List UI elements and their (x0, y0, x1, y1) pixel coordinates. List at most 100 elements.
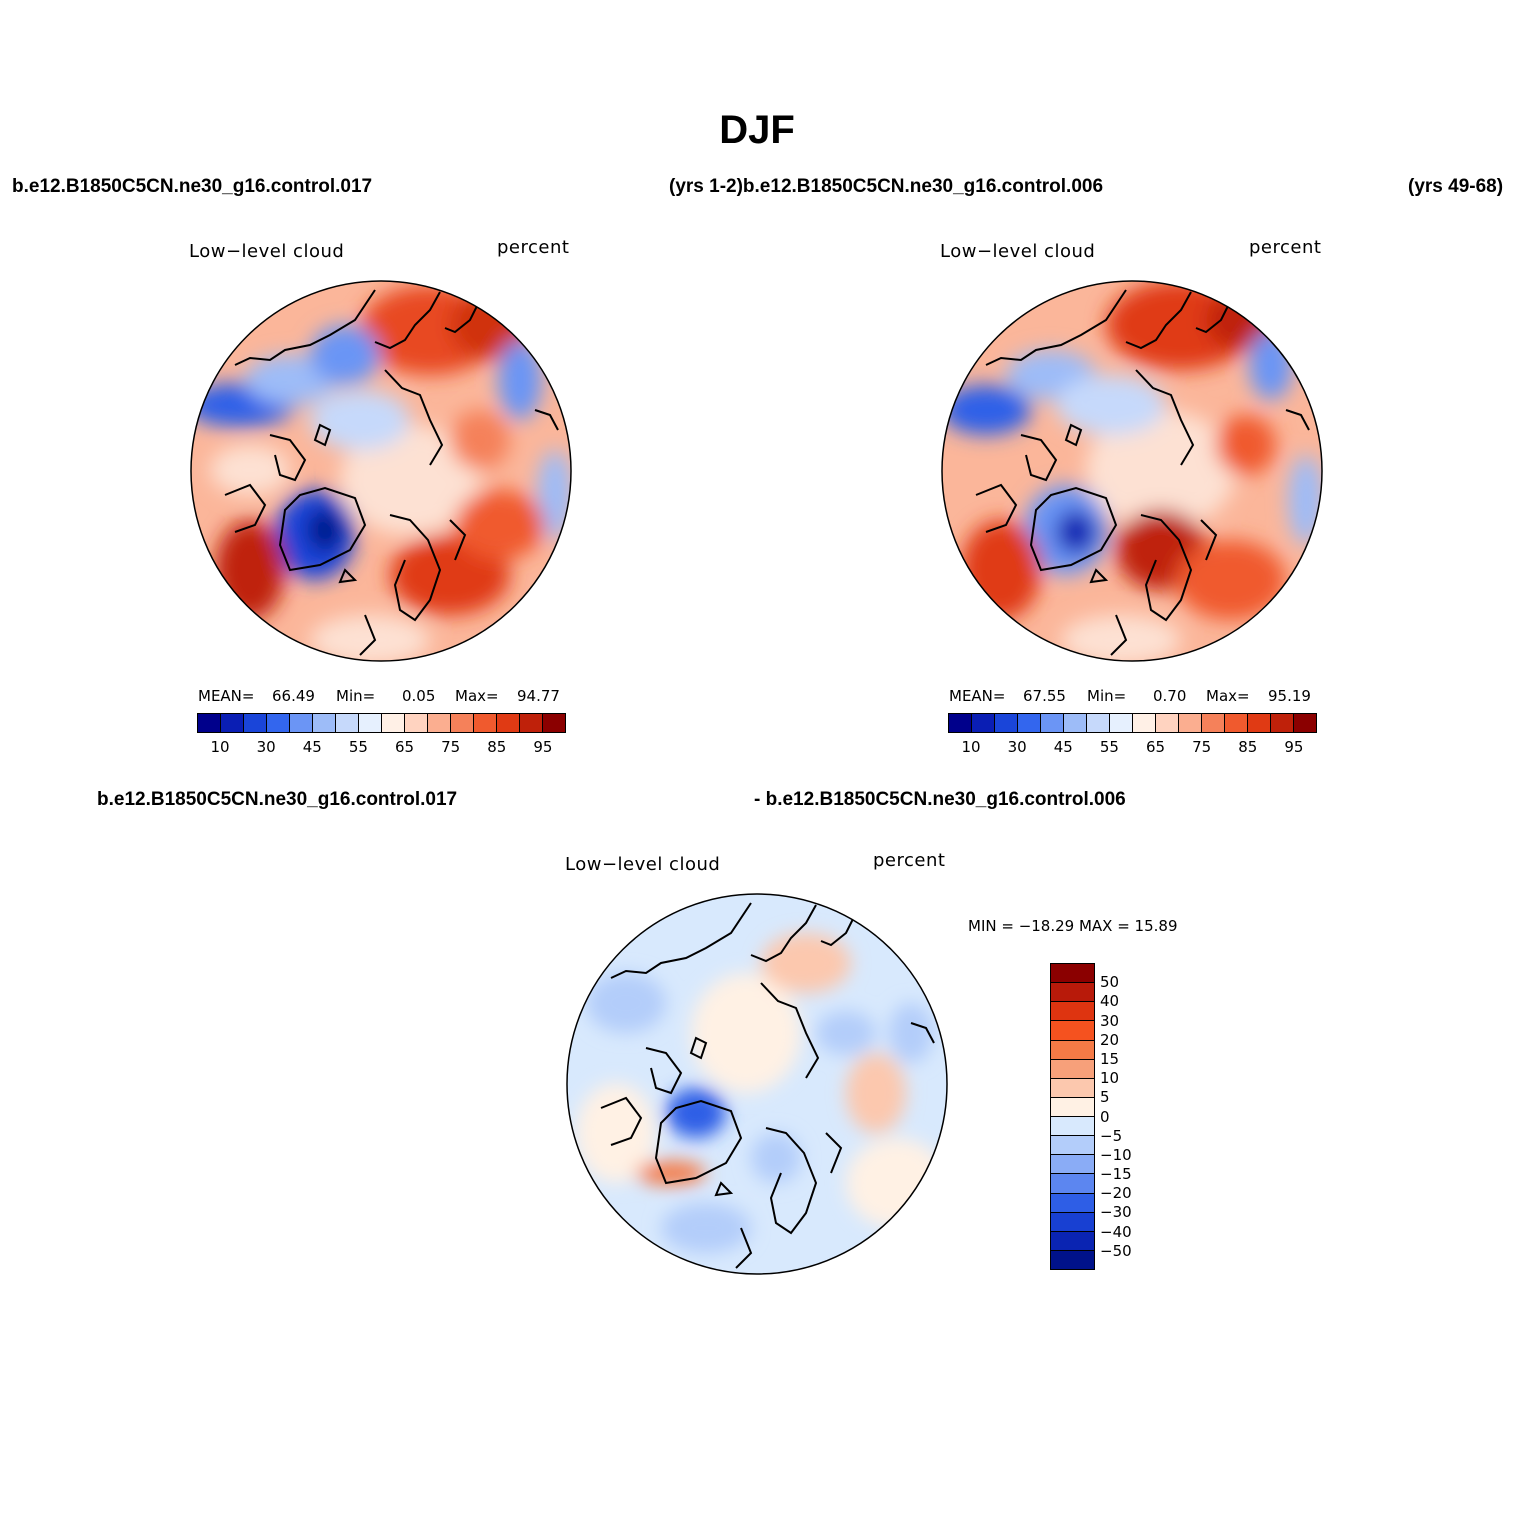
colorbar-tick-label: 95 (533, 738, 553, 756)
colorbar-swatch (1202, 714, 1225, 732)
colorbar-swatch (474, 714, 497, 732)
colorbar-tick-label: 95 (1284, 738, 1304, 756)
colorbar-swatch (1051, 1040, 1094, 1060)
colorbar-tick-label: 55 (348, 738, 368, 756)
colorbar-swatch (359, 714, 382, 732)
case-label-top-middle: (yrs 1-2)b.e12.B1850C5CN.ne30_g16.contro… (669, 176, 1104, 197)
panel1-variable: Low−level cloud (189, 241, 345, 262)
panel3-variable: Low−level cloud (565, 854, 721, 875)
colorbar-swatch (972, 714, 995, 732)
colorbar-swatch (1051, 1136, 1094, 1156)
panel1-min-value: 0.05 (402, 687, 436, 705)
colorbar-swatch (1051, 964, 1094, 984)
case-label-bottom-right: - b.e12.B1850C5CN.ne30_g16.control.006 (754, 789, 1126, 810)
panel1-max-label: Max= (455, 687, 499, 705)
colorbar-swatch (1225, 714, 1248, 732)
colorbar-swatch (1179, 714, 1202, 732)
colorbar-swatch (1051, 1097, 1094, 1117)
case-label-top-left: b.e12.B1850C5CN.ne30_g16.control.017 (12, 176, 373, 197)
colorbar-swatch (313, 714, 336, 732)
colorbar-tick-label: 20 (1100, 1030, 1120, 1049)
colorbar-swatch (520, 714, 543, 732)
colorbar-tick-label: 85 (487, 738, 507, 756)
colorbar-swatch (1051, 1193, 1094, 1213)
panel2-min-label: Min= (1087, 687, 1127, 705)
colorbar-swatch (244, 714, 267, 732)
colorbar-swatch (1133, 714, 1156, 732)
panel3-colorbar (1050, 963, 1095, 1270)
colorbar-swatch (1248, 714, 1271, 732)
panel3-polar-map (566, 893, 948, 1275)
colorbar-swatch (1051, 1021, 1094, 1041)
colorbar-swatch (1294, 714, 1316, 732)
panel1-min-label: Min= (336, 687, 376, 705)
colorbar-swatch (543, 714, 565, 732)
colorbar-tick-label: −20 (1100, 1184, 1132, 1203)
colorbar-swatch (428, 714, 451, 732)
colorbar-swatch (1051, 1174, 1094, 1194)
panel2-polar-map (941, 280, 1323, 662)
colorbar-tick-label: 45 (302, 738, 322, 756)
colorbar-tick-label: 40 (1100, 992, 1120, 1011)
colorbar-tick-label: 30 (256, 738, 276, 756)
colorbar-tick-label: 30 (1100, 1011, 1120, 1030)
panel1-mean-label: MEAN= (198, 687, 255, 705)
colorbar-tick-label: 55 (1099, 738, 1119, 756)
colorbar-swatch (497, 714, 520, 732)
colorbar-tick-label: 15 (1100, 1049, 1120, 1068)
colorbar-tick-label: 65 (1146, 738, 1166, 756)
colorbar-swatch (1087, 714, 1110, 732)
colorbar-swatch (1156, 714, 1179, 732)
colorbar-swatch (405, 714, 428, 732)
colorbar-swatch (995, 714, 1018, 732)
colorbar-tick-label: 10 (1100, 1069, 1120, 1088)
colorbar-swatch (949, 714, 972, 732)
colorbar-swatch (1110, 714, 1133, 732)
colorbar-swatch (1051, 1078, 1094, 1098)
colorbar-swatch (1018, 714, 1041, 732)
colorbar-swatch (1051, 1002, 1094, 1022)
colorbar-swatch (290, 714, 313, 732)
colorbar-swatch (1064, 714, 1087, 732)
colorbar-swatch (1271, 714, 1294, 732)
panel2-variable: Low−level cloud (940, 241, 1096, 262)
colorbar-swatch (1051, 1059, 1094, 1079)
panel2-max-label: Max= (1206, 687, 1250, 705)
colorbar-tick-label: −15 (1100, 1165, 1132, 1184)
colorbar-tick-label: −50 (1100, 1241, 1132, 1260)
colorbar-swatch (1051, 1155, 1094, 1175)
colorbar-tick-label: 75 (1192, 738, 1212, 756)
panel1-max-value: 94.77 (517, 687, 560, 705)
colorbar-swatch (1051, 1250, 1094, 1269)
colorbar-tick-label: −10 (1100, 1145, 1132, 1164)
colorbar-tick-label: 5 (1100, 1088, 1110, 1107)
colorbar-swatch (1051, 983, 1094, 1003)
panel2-mean-value: 67.55 (1023, 687, 1066, 705)
colorbar-tick-label: −30 (1100, 1203, 1132, 1222)
colorbar-swatch (451, 714, 474, 732)
colorbar-tick-label: −40 (1100, 1222, 1132, 1241)
panel2-colorbar (948, 713, 1317, 733)
colorbar-tick-label: 30 (1007, 738, 1027, 756)
colorbar-tick-label: 10 (210, 738, 230, 756)
panel2-max-value: 95.19 (1268, 687, 1311, 705)
panel1-polar-map (190, 280, 572, 662)
colorbar-swatch (382, 714, 405, 732)
colorbar-tick-label: 45 (1053, 738, 1073, 756)
colorbar-swatch (1051, 1117, 1094, 1137)
panel1-units: percent (497, 237, 570, 258)
colorbar-tick-label: 85 (1238, 738, 1258, 756)
colorbar-tick-label: 65 (395, 738, 415, 756)
colorbar-swatch (336, 714, 359, 732)
case-label-bottom-left: b.e12.B1850C5CN.ne30_g16.control.017 (97, 789, 458, 810)
colorbar-swatch (198, 714, 221, 732)
colorbar-tick-label: −5 (1100, 1126, 1123, 1145)
panel1-colorbar (197, 713, 566, 733)
colorbar-tick-label: 10 (961, 738, 981, 756)
colorbar-tick-label: 0 (1100, 1107, 1110, 1126)
colorbar-swatch (1051, 1231, 1094, 1251)
panel3-min-max: MIN = −18.29 MAX = 15.89 (968, 917, 1178, 935)
colorbar-swatch (221, 714, 244, 732)
colorbar-swatch (267, 714, 290, 732)
panel1-mean-value: 66.49 (272, 687, 315, 705)
